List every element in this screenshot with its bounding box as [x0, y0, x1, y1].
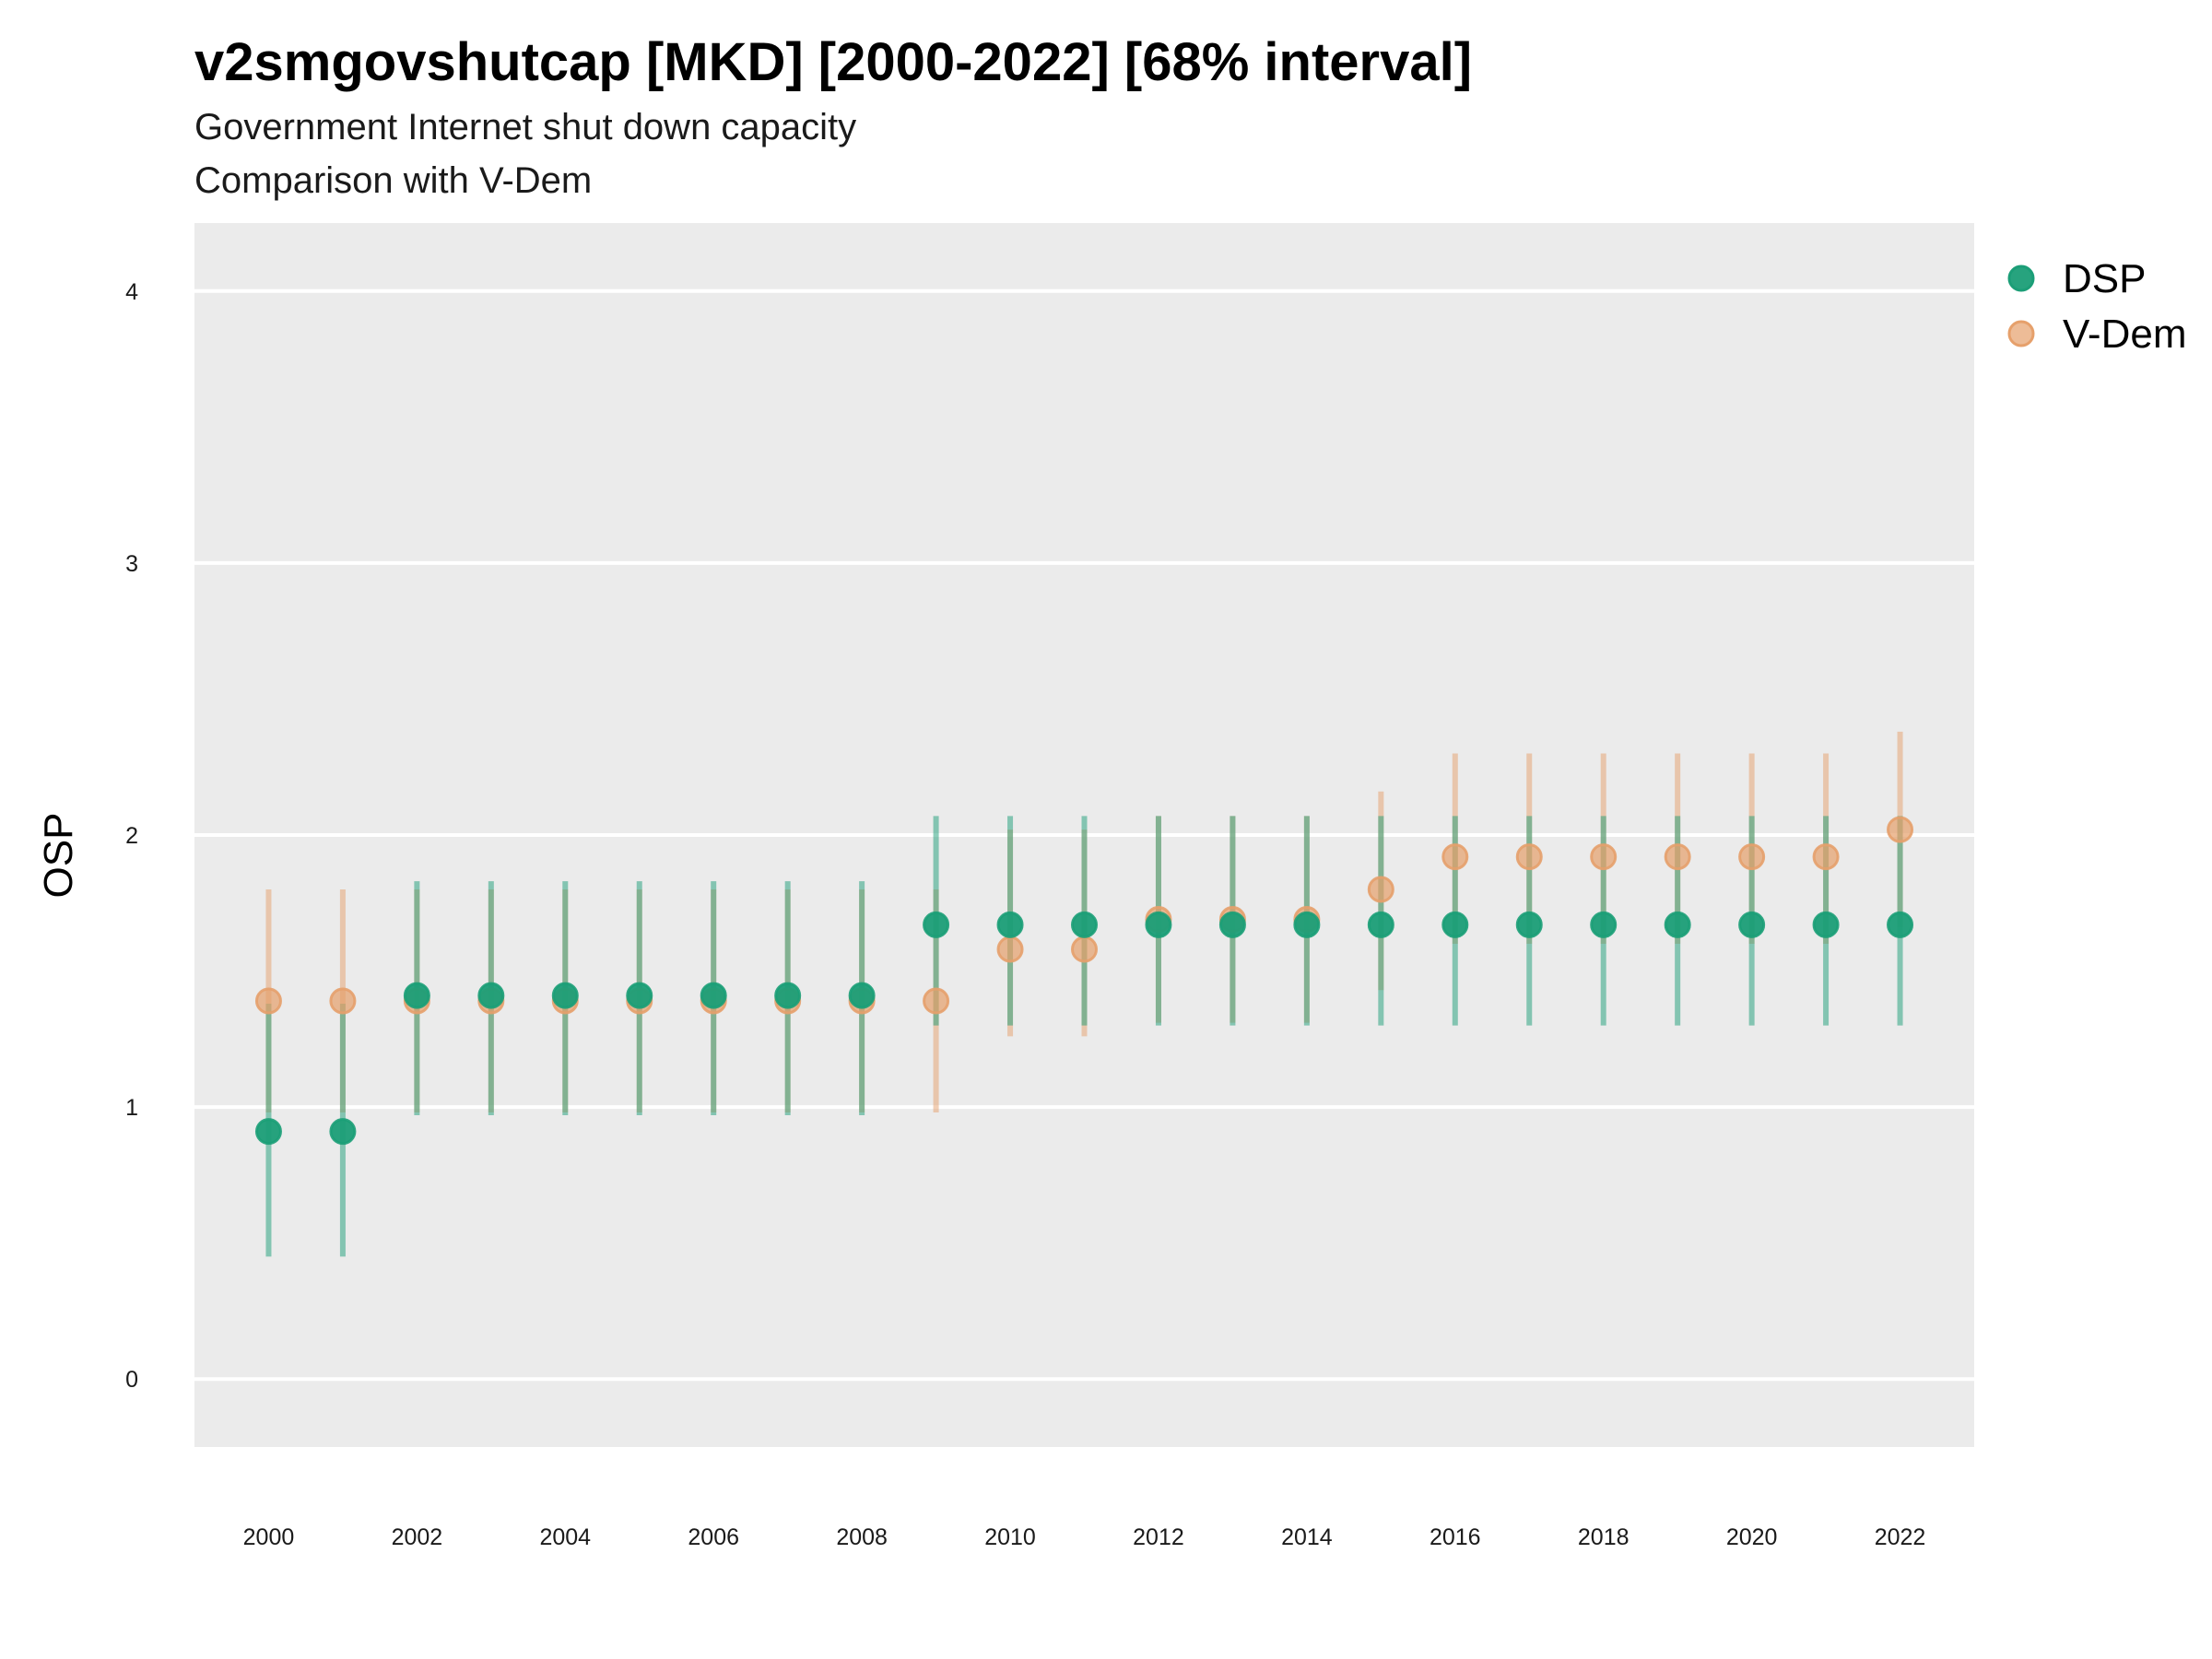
v-dem-point-2015: [1367, 876, 1394, 903]
dsp-point-2005: [626, 982, 653, 1009]
v-dem-point-2018: [1590, 843, 1618, 871]
dsp-point-2001: [329, 1118, 357, 1146]
dsp-point-2012: [1145, 911, 1172, 938]
x-tick-labels: 2000 2002 2004 2006 2008 2010 2012 2014 2016 2018…: [243, 1524, 1926, 1550]
x-tick-label-2012: 2012: [1133, 1524, 1184, 1550]
dsp-point-2003: [477, 982, 505, 1009]
dsp-point-2008: [848, 982, 876, 1009]
dsp-point-2009: [923, 911, 950, 938]
legend-label-dsp: DSP: [2063, 256, 2146, 301]
v-dem-point-2019: [1664, 843, 1691, 871]
v-dem-point-2021: [1812, 843, 1840, 871]
v-dem-point-2011: [1071, 935, 1098, 963]
x-tick-label-2008: 2008: [836, 1524, 888, 1550]
dsp-point-2000: [254, 1118, 282, 1146]
dsp-point-2011: [1071, 911, 1098, 938]
v-dem-point-2009: [923, 987, 950, 1015]
v-dem-point-2020: [1738, 843, 1766, 871]
v-dem-point-2016: [1441, 843, 1469, 871]
x-tick-label-2020: 2020: [1726, 1524, 1778, 1550]
dsp-point-2015: [1367, 911, 1394, 938]
dsp-point-2022: [1887, 911, 1914, 938]
v-dem-point-2000: [254, 987, 282, 1015]
dsp-point-2002: [403, 982, 430, 1009]
chart-title: v2smgovshutcap [MKD] [2000-2022] [68% in…: [194, 32, 1473, 92]
x-tick-label-2016: 2016: [1430, 1524, 1481, 1550]
dsp-point-2018: [1590, 911, 1618, 938]
dsp-point-2010: [996, 911, 1024, 938]
data-series: [254, 731, 1914, 1257]
dsp-point-2020: [1738, 911, 1766, 938]
y-axis-label: OSP: [36, 813, 81, 899]
x-tick-label-2022: 2022: [1875, 1524, 1926, 1550]
y-tick-label-3: 3: [125, 551, 138, 577]
dsp-point-2014: [1293, 911, 1321, 938]
y-tick-label-0: 0: [125, 1367, 138, 1393]
x-tick-label-2004: 2004: [539, 1524, 591, 1550]
v-dem-point-2022: [1887, 816, 1914, 843]
legend-key-v-dem: [2007, 320, 2035, 347]
dsp-point-2016: [1441, 911, 1469, 938]
chart-subtitle: Government Internet shut down capacity: [194, 107, 857, 147]
x-tick-label-2002: 2002: [392, 1524, 443, 1550]
y-tick-labels: 0 1 2 3 4: [125, 279, 138, 1393]
legend-label-v-dem: V-Dem: [2063, 312, 2186, 357]
v-dem-point-2010: [996, 935, 1024, 963]
x-tick-label-2018: 2018: [1578, 1524, 1630, 1550]
v-dem-point-2017: [1515, 843, 1543, 871]
x-tick-label-2000: 2000: [243, 1524, 295, 1550]
dsp-point-2007: [774, 982, 802, 1009]
x-tick-label-2014: 2014: [1281, 1524, 1333, 1550]
y-tick-label-1: 1: [125, 1095, 138, 1121]
legend-key-dsp: [2007, 265, 2035, 292]
v-dem-point-2001: [329, 987, 357, 1015]
dsp-point-2021: [1812, 911, 1840, 938]
x-tick-label-2010: 2010: [984, 1524, 1036, 1550]
dsp-point-2013: [1218, 911, 1246, 938]
dsp-point-2004: [551, 982, 579, 1009]
chart-subtitle-secondary: Comparison with V-Dem: [194, 160, 593, 201]
legend: DSP V-Dem: [2007, 256, 2186, 357]
y-tick-label-4: 4: [125, 279, 138, 305]
dsp-point-2019: [1664, 911, 1691, 938]
dsp-point-2006: [700, 982, 727, 1009]
dsp-point-2017: [1515, 911, 1543, 938]
x-tick-label-2006: 2006: [688, 1524, 739, 1550]
series-dsp-points: [254, 911, 1914, 1146]
y-tick-label-2: 2: [125, 823, 138, 849]
